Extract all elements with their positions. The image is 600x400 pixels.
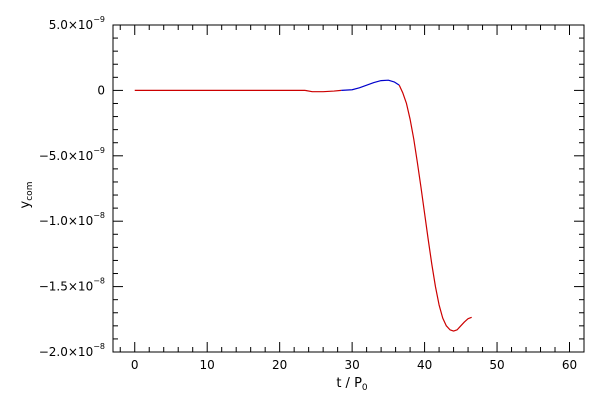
y-tick-label-exponent: −8: [93, 342, 105, 351]
y-tick-label-mantissa: −1.0×10: [39, 214, 93, 228]
series-line-4: [398, 84, 472, 332]
series-line-3: [341, 79, 400, 91]
series-line-2: [304, 89, 342, 93]
y-tick-label-exponent: −8: [93, 211, 105, 220]
y-axis-title: ycom: [18, 182, 35, 209]
y-tick-label-exponent: −9: [93, 146, 105, 155]
x-axis-title-subscript: 0: [362, 383, 368, 393]
x-axis-title-main: t / P: [336, 376, 362, 391]
x-tick-label: 50: [489, 358, 504, 372]
y-tick-label-mantissa: −2.0×10: [39, 345, 93, 359]
y-tick-label-mantissa: −5.0×10: [39, 149, 93, 163]
y-tick-label: −2.0×10−8: [39, 342, 105, 359]
y-axis-title-main: y: [18, 200, 33, 208]
ticks-layer: [113, 24, 585, 353]
y-tick-label: 5.0×10−9: [49, 15, 105, 32]
y-tick-label-mantissa: −1.5×10: [39, 280, 93, 294]
plot-frame: [112, 24, 585, 353]
x-tick-label: 40: [417, 358, 432, 372]
y-axis-title-subscript: com: [25, 182, 35, 201]
y-tick-label-mantissa: 5.0×10: [49, 18, 93, 32]
tick-labels-layer: 0 10 20 30 40 50 605.0×10−90−5.0×10−9−1.0×10−8…: [39, 15, 577, 372]
x-tick-label: 0: [131, 358, 139, 372]
y-tick-label: −1.0×10−8: [39, 211, 105, 228]
y-tick-label: 0: [97, 83, 105, 97]
y-tick-label: −1.5×10−8: [39, 277, 105, 294]
y-tick-label-exponent: −9: [93, 15, 105, 24]
x-tick-label: 20: [272, 358, 287, 372]
series-layer: [134, 79, 472, 332]
x-tick-label: 30: [344, 358, 359, 372]
x-axis-title: t / P0: [336, 376, 368, 393]
x-tick-label: 10: [200, 358, 215, 372]
x-tick-label: 60: [562, 358, 577, 372]
y-tick-label: −5.0×10−9: [39, 146, 105, 163]
y-tick-label-exponent: −8: [93, 277, 105, 286]
y-tick-label-mantissa: 0: [97, 83, 105, 97]
